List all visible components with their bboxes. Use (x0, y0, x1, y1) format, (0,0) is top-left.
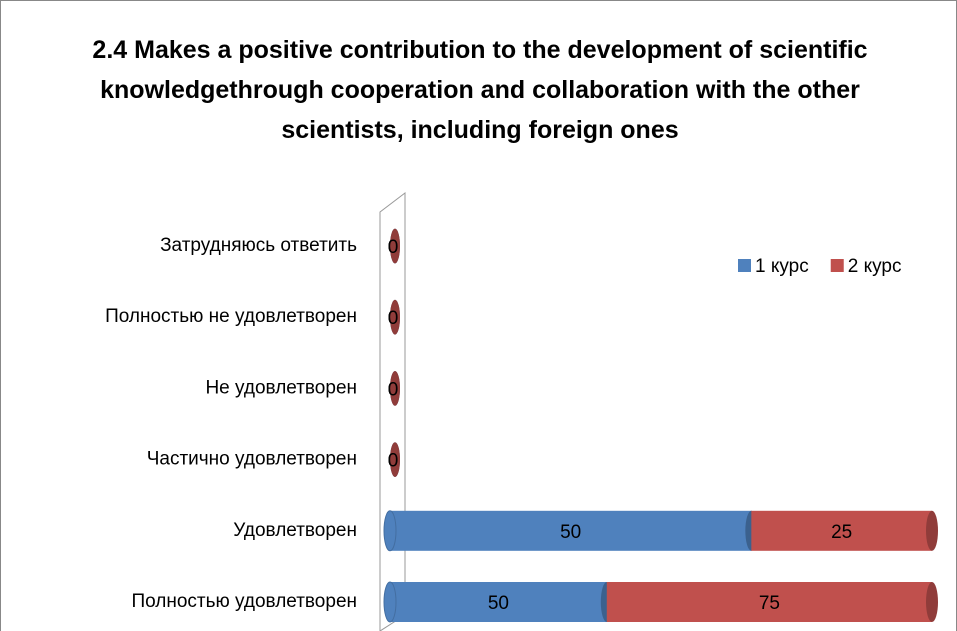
y-tick-label: Затрудняюсь ответить (160, 235, 357, 256)
y-tick-label: Полностью не удовлетворен (105, 306, 357, 327)
data-label: 50 (560, 522, 581, 543)
bar-start-cap (383, 510, 397, 552)
data-label: 0 (388, 451, 399, 472)
legend-label: 1 курс (755, 256, 809, 277)
data-label: 75 (759, 593, 780, 614)
y-tick-label: Полностью удовлетворен (131, 591, 357, 612)
y-tick-label: Удовлетворен (233, 520, 357, 541)
chart-title: 2.4 Makes a positive contribution to the… (92, 36, 868, 144)
bar-segment (390, 442, 400, 477)
bar-segment (390, 510, 752, 551)
legend-label: 2 курс (848, 256, 902, 277)
data-label: 0 (388, 308, 399, 329)
bar-cap (926, 510, 938, 551)
bar-segment (751, 510, 932, 551)
data-label: 0 (388, 237, 399, 258)
bar-segment (390, 582, 607, 622)
bar-cap (926, 582, 938, 622)
y-tick-label: Частично удовлетворен (147, 449, 357, 470)
bar-segment (390, 228, 400, 264)
legend-swatch (830, 259, 844, 272)
legend-swatch (738, 259, 751, 272)
data-label: 25 (831, 522, 852, 543)
y-tick-label: Не удовлетворен (205, 377, 357, 398)
data-label: 0 (388, 379, 399, 400)
bar-segment (390, 371, 400, 406)
bar-start-cap (383, 581, 397, 623)
data-label: 50 (488, 593, 509, 614)
bar-segment (390, 299, 400, 335)
bar-segment (606, 582, 932, 622)
